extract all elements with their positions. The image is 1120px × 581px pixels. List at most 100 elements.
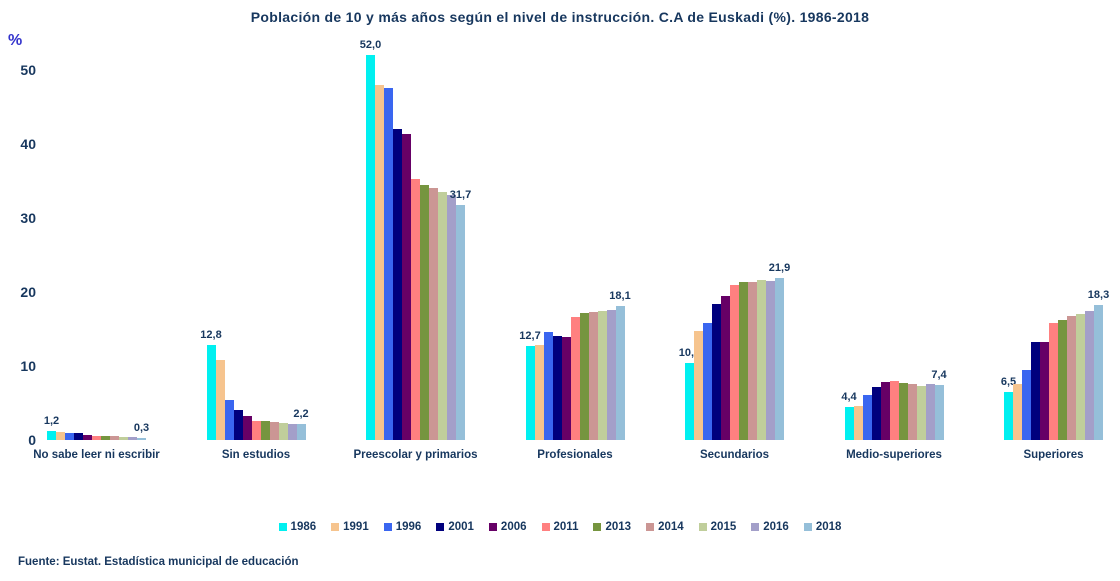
bar-2014 bbox=[269, 422, 279, 440]
bar-2016 bbox=[925, 384, 935, 440]
data-label: 12,7 bbox=[519, 330, 541, 342]
category-label: Secundarios bbox=[699, 449, 770, 461]
legend-item-2018: 2018 bbox=[803, 521, 842, 533]
bar-2001 bbox=[1031, 342, 1040, 440]
legend-label: 2018 bbox=[815, 521, 842, 533]
bar-2015 bbox=[757, 280, 766, 440]
data-label: 4,4 bbox=[841, 391, 857, 403]
bar-2018: 7,4 bbox=[931, 369, 947, 440]
bar-2001 bbox=[74, 433, 83, 440]
legend-label: 2001 bbox=[448, 521, 474, 533]
plot-area: 1,2 0,3 No sabe leer ni escribir 12,8 2,2 Sin… bbox=[33, 39, 1109, 461]
legend-item-1986: 1986 bbox=[278, 521, 316, 533]
y-tick-label: 30 bbox=[20, 209, 36, 226]
bar-2014 bbox=[748, 282, 757, 440]
data-label: 1,2 bbox=[43, 415, 60, 427]
bar-2013 bbox=[420, 185, 429, 440]
bar-2013 bbox=[1058, 320, 1067, 440]
category-label: Profesionales bbox=[537, 449, 613, 461]
legend-swatch-icon bbox=[541, 523, 550, 531]
bar-2006 bbox=[242, 416, 252, 440]
legend-label: 1996 bbox=[395, 521, 422, 533]
legend-swatch-icon bbox=[331, 523, 340, 531]
legend-label: 2011 bbox=[553, 521, 579, 533]
bar-2015 bbox=[119, 437, 128, 440]
bar-2016 bbox=[766, 281, 775, 440]
bar-2011 bbox=[889, 381, 899, 440]
bar-1991 bbox=[1013, 384, 1022, 440]
data-label: 18,3 bbox=[1087, 289, 1110, 301]
bar-2011 bbox=[730, 285, 739, 440]
bar-1986: 4,4 bbox=[841, 391, 857, 440]
legend-swatch-icon bbox=[803, 523, 812, 531]
bar-1986: 12,7 bbox=[519, 330, 541, 440]
legend-item-2015: 2015 bbox=[698, 521, 737, 533]
data-label: 6,5 bbox=[1000, 376, 1017, 388]
bar-2015 bbox=[597, 311, 607, 440]
legend-label: 2006 bbox=[500, 521, 527, 533]
bar-2006 bbox=[83, 435, 92, 440]
bar-1996 bbox=[862, 395, 872, 440]
y-tick-label: 40 bbox=[20, 135, 36, 152]
bar-2001 bbox=[552, 336, 562, 440]
bar-2014 bbox=[588, 312, 598, 440]
bar-1996 bbox=[703, 323, 712, 440]
bar-1986: 10,4 bbox=[679, 347, 700, 440]
legend-item-1991: 1991 bbox=[331, 521, 369, 533]
bar-2001 bbox=[712, 304, 721, 440]
bar-2016 bbox=[128, 437, 137, 440]
bar-2001 bbox=[233, 410, 243, 440]
bar-group: 12,8 2,2 Sin estudios bbox=[200, 55, 309, 461]
bar-1991 bbox=[56, 432, 65, 440]
bar-group: 6,5 18,3 Superiores bbox=[1001, 55, 1109, 461]
legend-item-2011: 2011 bbox=[541, 521, 579, 533]
bar-2006 bbox=[1040, 342, 1049, 440]
bar-1986: 6,5 bbox=[1001, 376, 1016, 440]
bar-1991 bbox=[375, 85, 384, 440]
data-label: 12,8 bbox=[200, 329, 222, 341]
bar-1986: 1,2 bbox=[44, 415, 59, 440]
bar-2013 bbox=[739, 282, 748, 440]
bar-2006 bbox=[721, 296, 730, 440]
bar-2015 bbox=[916, 386, 926, 440]
category-label: No sabe leer ni escribir bbox=[33, 449, 160, 461]
bar-1986: 52,0 bbox=[360, 39, 381, 440]
legend-item-2006: 2006 bbox=[488, 521, 527, 533]
bar-2001 bbox=[871, 387, 881, 440]
bar-2014 bbox=[1067, 316, 1076, 440]
y-axis-unit-label: % bbox=[8, 32, 23, 49]
bar-2018: 21,9 bbox=[769, 262, 790, 440]
bar-1991 bbox=[853, 406, 863, 440]
bar-2001 bbox=[393, 129, 402, 440]
bar-2011 bbox=[92, 436, 101, 440]
legend-label: 2015 bbox=[710, 521, 737, 533]
bar-group: 10,4 21,9 Secundarios bbox=[679, 55, 790, 461]
category-label: Sin estudios bbox=[221, 449, 291, 461]
bar-2011 bbox=[1049, 323, 1058, 440]
legend-label: 1991 bbox=[343, 521, 369, 533]
bar-2011 bbox=[411, 179, 420, 440]
legend-item-2014: 2014 bbox=[646, 521, 684, 533]
legend-swatch-icon bbox=[593, 523, 602, 531]
bar-1996 bbox=[543, 332, 553, 440]
bar-2015 bbox=[438, 192, 447, 440]
bar-1991 bbox=[534, 345, 544, 440]
bar-2016 bbox=[447, 195, 456, 440]
legend-label: 2014 bbox=[658, 521, 684, 533]
bar-2018: 2,2 bbox=[293, 408, 309, 440]
bar-2013 bbox=[898, 383, 908, 440]
bar-2016 bbox=[606, 310, 616, 440]
category-label: Superiores bbox=[1023, 449, 1084, 461]
bar-2006 bbox=[880, 382, 890, 440]
data-label: 31,7 bbox=[449, 189, 472, 201]
data-label: 52,0 bbox=[359, 39, 382, 51]
source-note: Fuente: Eustat. Estadística municipal de… bbox=[18, 556, 299, 568]
legend-swatch-icon bbox=[698, 523, 707, 531]
bar-group: 4,4 7,4 Medio-superiores bbox=[841, 55, 947, 461]
legend-label: 2013 bbox=[605, 521, 632, 533]
bar-2016 bbox=[287, 424, 297, 440]
bar-2006 bbox=[561, 337, 571, 440]
legend-swatch-icon bbox=[646, 523, 655, 531]
y-tick-label: 50 bbox=[20, 61, 36, 78]
